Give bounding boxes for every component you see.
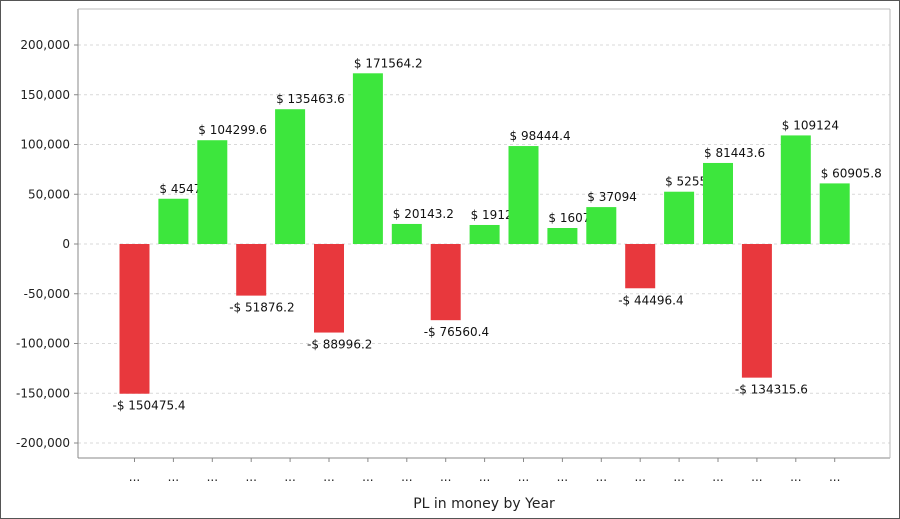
data-label: $ 81443.6 xyxy=(704,146,765,160)
bar[interactable] xyxy=(158,198,189,244)
bar[interactable] xyxy=(391,223,422,244)
data-label: $ 98444.4 xyxy=(510,129,571,143)
x-tick-label: ... xyxy=(168,470,179,484)
x-tick-label: ... xyxy=(245,470,256,484)
x-tick-label: ... xyxy=(790,470,801,484)
data-label: $ 135463.6 xyxy=(276,92,345,106)
y-tick-label: 150,000 xyxy=(20,88,70,102)
data-label: $ 109124 xyxy=(782,118,839,132)
y-tick-label: -150,000 xyxy=(16,386,70,400)
bar[interactable] xyxy=(469,224,500,244)
bar[interactable] xyxy=(314,244,344,333)
x-tick-label: ... xyxy=(829,470,840,484)
bar[interactable] xyxy=(508,146,539,244)
x-tick-label: ... xyxy=(401,470,412,484)
bar[interactable] xyxy=(703,162,733,244)
bar[interactable] xyxy=(430,244,461,321)
x-tick-label: ... xyxy=(518,470,529,484)
bar[interactable] xyxy=(819,183,850,244)
data-label: -$ 51876.2 xyxy=(229,301,294,315)
data-label: -$ 88996.2 xyxy=(307,338,372,352)
bar[interactable] xyxy=(586,207,617,244)
x-tick-label: ... xyxy=(712,470,723,484)
bar[interactable] xyxy=(275,109,306,244)
data-label: $ 60905.8 xyxy=(821,166,882,180)
x-tick-label: ... xyxy=(557,470,568,484)
x-axis-title: PL in money by Year xyxy=(413,496,555,512)
y-tick-label: 100,000 xyxy=(20,138,70,152)
y-tick-label: 0 xyxy=(62,237,70,251)
bar[interactable] xyxy=(780,135,811,244)
data-label: -$ 134315.6 xyxy=(735,383,808,397)
y-tick-label: 200,000 xyxy=(20,38,70,52)
bar[interactable] xyxy=(664,191,695,244)
x-tick-label: ... xyxy=(751,470,762,484)
y-tick-label: -100,000 xyxy=(16,337,70,351)
data-label: $ 20143.2 xyxy=(393,207,454,221)
bar[interactable] xyxy=(352,73,383,245)
x-tick-label: ... xyxy=(596,470,607,484)
x-tick-label: ... xyxy=(362,470,373,484)
x-tick-label: ... xyxy=(673,470,684,484)
x-tick-label: ... xyxy=(440,470,451,484)
data-label: -$ 76560.4 xyxy=(424,325,489,339)
data-label: $ 45476 xyxy=(159,182,209,196)
data-label: -$ 150475.4 xyxy=(113,399,186,413)
data-label: $ 171564.2 xyxy=(354,56,423,70)
x-tick-label: ... xyxy=(207,470,218,484)
data-label: $ 104299.6 xyxy=(198,123,267,137)
data-label: $ 37094 xyxy=(587,190,637,204)
bar[interactable] xyxy=(741,244,772,378)
y-tick-label: -200,000 xyxy=(16,436,70,450)
data-label: -$ 44496.4 xyxy=(618,293,683,307)
x-tick-label: ... xyxy=(284,470,295,484)
bar[interactable] xyxy=(119,244,150,394)
bar[interactable] xyxy=(547,228,578,244)
x-tick-label: ... xyxy=(634,470,645,484)
x-tick-label: ... xyxy=(323,470,334,484)
x-tick-label: ... xyxy=(479,470,490,484)
x-tick-label: ... xyxy=(129,470,140,484)
bar[interactable] xyxy=(236,244,267,296)
data-label: $ 52554 xyxy=(665,175,715,189)
bar[interactable] xyxy=(197,140,228,244)
bar[interactable] xyxy=(625,244,656,289)
y-tick-label: -50,000 xyxy=(24,287,70,301)
y-tick-label: 50,000 xyxy=(28,187,70,201)
